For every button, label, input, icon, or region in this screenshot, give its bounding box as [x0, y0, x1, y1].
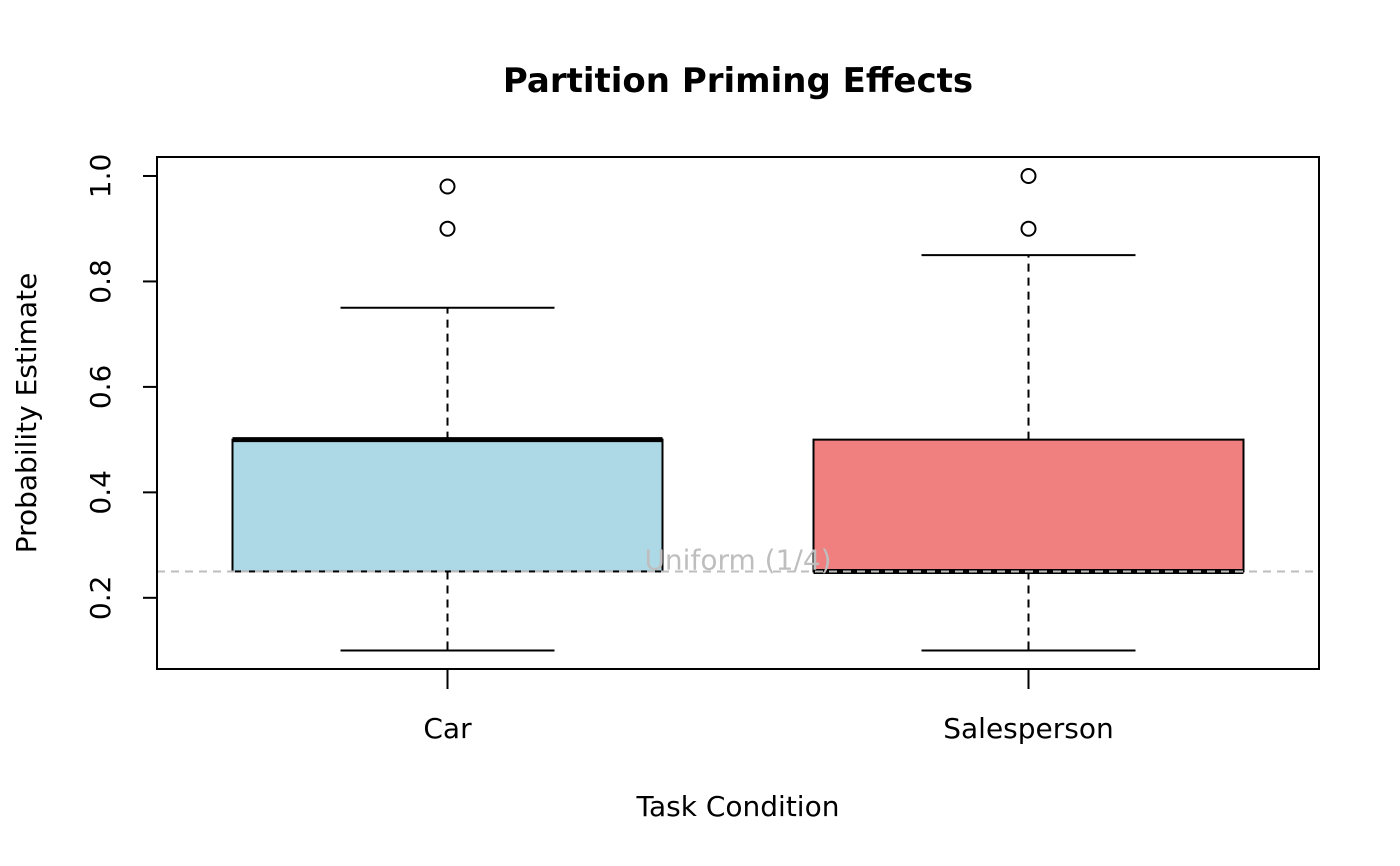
y-tick-label: 0.2 — [84, 576, 117, 621]
box — [812, 438, 1245, 573]
outlier-point — [1020, 220, 1037, 237]
x-tick-label: Salesperson — [943, 712, 1114, 745]
outlier-point — [1020, 167, 1037, 184]
outlier-point — [439, 178, 456, 195]
y-tick-label: 0.4 — [84, 470, 117, 515]
boxes-layer — [231, 167, 1245, 652]
y-tick-label: 0.8 — [84, 259, 117, 304]
y-tick-label: 1.0 — [84, 154, 117, 199]
y-tick-label: 0.6 — [84, 365, 117, 410]
outlier-point — [439, 220, 456, 237]
x-axis-label: Task Condition — [636, 790, 840, 823]
box — [231, 438, 664, 573]
reference-line-group: Uniform (1/4) — [157, 543, 1319, 576]
y-axis-label: Probability Estimate — [10, 273, 43, 554]
chart-title: Partition Priming Effects — [503, 61, 973, 101]
box-group-car — [231, 178, 664, 652]
y-axis: 0.2 0.4 0.6 0.8 1.0 — [84, 154, 158, 621]
x-axis: Car Salesperson — [423, 669, 1114, 745]
reference-line-label: Uniform (1/4) — [644, 543, 831, 576]
x-tick-label: Car — [423, 712, 472, 745]
box-group-salesperson — [812, 167, 1245, 652]
plot-frame — [156, 156, 1320, 670]
